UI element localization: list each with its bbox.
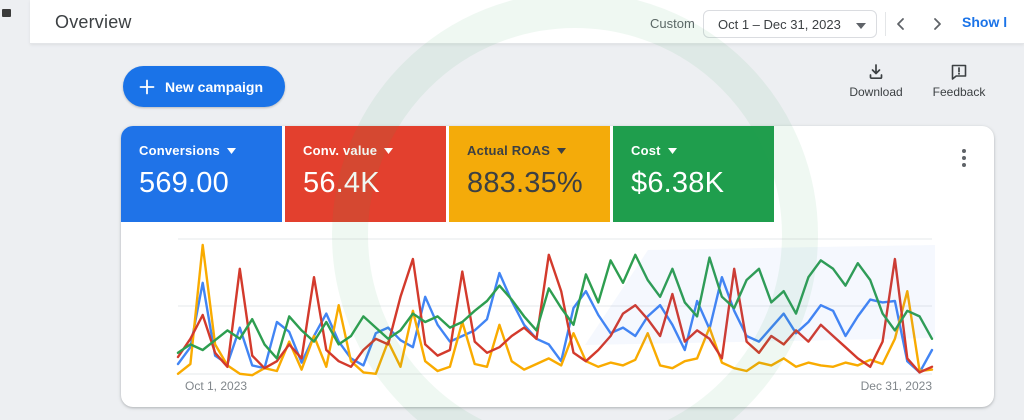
previous-period-button[interactable] <box>888 11 914 37</box>
metric-value: $6.38K <box>631 167 725 199</box>
window-fragment <box>2 9 11 17</box>
chevron-right-icon <box>934 18 941 30</box>
feedback-button[interactable]: Feedback <box>926 62 992 99</box>
download-button[interactable]: Download <box>843 62 909 99</box>
x-axis-end-label: Dec 31, 2023 <box>860 379 932 393</box>
caret-down-icon <box>384 147 394 154</box>
card-overflow-menu-button[interactable] <box>950 142 978 174</box>
timeseries-chart: Oct 1, 2023 Dec 31, 2023 <box>121 222 994 407</box>
metric-label: Conv. value <box>303 143 378 158</box>
metric-label-row[interactable]: Conversions <box>139 143 282 158</box>
chart-line-actual-roas <box>176 243 934 377</box>
chevron-left-icon <box>897 18 904 30</box>
chart-line-conv-value <box>176 253 934 374</box>
kebab-menu-icon <box>962 149 966 153</box>
download-label: Download <box>849 85 903 99</box>
page-title: Overview <box>55 12 132 32</box>
x-axis-start-label: Oct 1, 2023 <box>185 379 248 393</box>
metric-label-row[interactable]: Actual ROAS <box>467 143 610 158</box>
chart-line-cost <box>176 253 934 360</box>
metric-value: 883.35% <box>467 167 583 199</box>
top-app-bar: Overview Custom Oct 1 – Dec 31, 2023 Sho… <box>30 0 1024 44</box>
date-range-picker[interactable]: Oct 1 – Dec 31, 2023 <box>703 10 877 38</box>
plus-icon <box>139 79 155 94</box>
date-range-value: Oct 1 – Dec 31, 2023 <box>718 16 841 32</box>
metric-card-cost[interactable]: Cost $6.38K <box>613 126 774 222</box>
metric-value: 56.4K <box>303 167 380 199</box>
date-range-type-label: Custom <box>650 16 695 31</box>
metric-label-row[interactable]: Cost <box>631 143 774 158</box>
metric-card-conversions[interactable]: Conversions 569.00 <box>121 126 282 222</box>
feedback-bubble-icon <box>951 64 967 80</box>
download-icon <box>869 64 883 80</box>
divider <box>885 12 886 36</box>
metric-card-conv-value[interactable]: Conv. value 56.4K <box>285 126 446 222</box>
metric-card-actual-roas[interactable]: Actual ROAS 883.35% <box>449 126 610 222</box>
chart-line-conversions <box>176 271 934 374</box>
feedback-label: Feedback <box>932 85 986 99</box>
metric-label: Cost <box>631 143 661 158</box>
caret-down-icon <box>667 147 677 154</box>
metric-label: Conversions <box>139 143 220 158</box>
next-period-button[interactable] <box>924 11 950 37</box>
new-campaign-label: New campaign <box>165 78 264 95</box>
show-link[interactable]: Show l <box>962 14 1008 30</box>
metric-label: Actual ROAS <box>467 143 551 158</box>
caret-down-icon <box>226 147 236 154</box>
new-campaign-button[interactable]: New campaign <box>123 66 286 107</box>
overview-card: Conversions 569.00 Conv. value 56.4K Act… <box>121 126 994 407</box>
metric-label-row[interactable]: Conv. value <box>303 143 446 158</box>
caret-down-icon <box>856 17 866 32</box>
metric-value: 569.00 <box>139 167 229 199</box>
metric-card-row: Conversions 569.00 Conv. value 56.4K Act… <box>121 126 774 222</box>
chart-canvas <box>176 238 934 377</box>
caret-down-icon <box>557 147 567 154</box>
